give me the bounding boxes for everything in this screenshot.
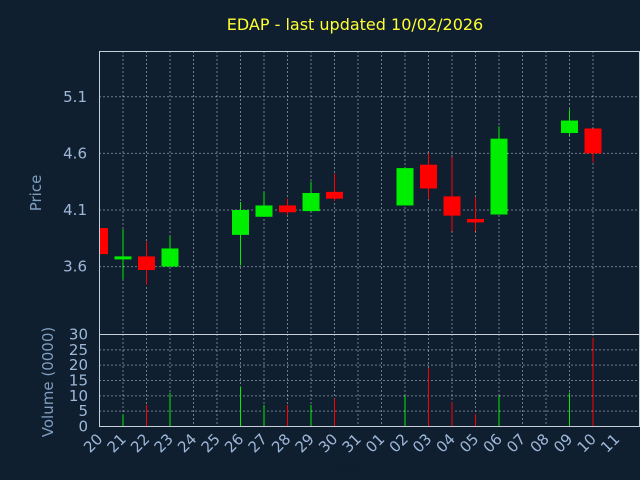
- x-tick-label: 30: [315, 430, 341, 456]
- x-axis-label: Day: [334, 460, 362, 476]
- candle-20: [99, 228, 108, 256]
- x-tick-label: 21: [104, 430, 130, 456]
- x-tick-label: 05: [456, 430, 482, 456]
- volume-tick-label: 25: [69, 341, 88, 359]
- candle-28: [279, 198, 296, 215]
- x-tick-label: 29: [292, 430, 318, 456]
- candle-29: [302, 181, 320, 212]
- price-y-ticks: 3.6 4.1 4.6 5.1: [63, 88, 87, 276]
- candle-10: [584, 128, 602, 163]
- price-grid: [99, 51, 640, 335]
- candle-body: [420, 164, 437, 189]
- volume-bars: [122, 337, 594, 427]
- candle-22: [138, 241, 155, 285]
- candle-04: [443, 156, 461, 232]
- x-tick-label: 09: [550, 430, 576, 456]
- candle-body: [99, 228, 108, 255]
- x-tick-label: 27: [245, 430, 271, 456]
- candle-body: [114, 256, 132, 260]
- candle-03: [420, 153, 437, 199]
- candle-body: [443, 196, 461, 216]
- price-tick-label: 4.1: [63, 201, 87, 219]
- candle-body: [302, 193, 320, 212]
- x-tick-label: 23: [151, 430, 177, 456]
- x-tick-label: 24: [174, 430, 200, 456]
- candle-body: [279, 205, 296, 213]
- candle-21: [114, 229, 132, 280]
- candle-06: [490, 126, 508, 215]
- price-panel: 3.6 4.1 4.6 5.1 Price: [27, 51, 640, 335]
- x-tick-label: 11: [597, 430, 623, 456]
- volume-tick-label: 15: [69, 372, 88, 390]
- x-tick-label: 26: [221, 430, 247, 456]
- candle-09: [561, 109, 578, 136]
- candle-body: [561, 120, 578, 134]
- x-tick-label: 22: [127, 430, 153, 456]
- y-axis-label: Price: [27, 175, 45, 212]
- candle-body: [467, 219, 484, 223]
- volume-tick-label: 10: [69, 387, 88, 405]
- candle-body: [396, 168, 414, 206]
- x-tick-label: 07: [503, 430, 529, 456]
- candle-02: [396, 166, 414, 206]
- candle-body: [161, 248, 179, 267]
- volume-tick-label: 20: [69, 356, 88, 374]
- candle-23: [161, 236, 179, 267]
- candle-05: [467, 197, 484, 232]
- candle-body: [584, 128, 602, 154]
- x-tick-label: 10: [574, 430, 600, 456]
- volume-grid: [99, 334, 640, 427]
- candles: [99, 109, 602, 285]
- price-plot-frame: [99, 51, 640, 335]
- x-tick-label: 08: [527, 430, 553, 456]
- volume-tick-label: 5: [78, 402, 88, 420]
- candle-body: [138, 256, 155, 270]
- candle-body: [255, 205, 273, 217]
- candle-27: [255, 191, 273, 217]
- x-tick-labels: 2021222324252627282930310102030405060708…: [80, 430, 623, 456]
- x-tick-label: 31: [339, 430, 365, 456]
- candle-body: [232, 209, 249, 235]
- chart-title: EDAP - last updated 10/02/2026: [227, 15, 483, 34]
- x-tick-label: 04: [433, 430, 459, 456]
- volume-tick-label: 30: [69, 326, 88, 344]
- candle-26: [232, 202, 249, 266]
- volume-tick-label: 0: [78, 418, 88, 436]
- price-tick-label: 3.6: [63, 258, 87, 276]
- x-tick-label: 02: [386, 430, 412, 456]
- candle-body: [326, 191, 343, 199]
- candle-body: [490, 138, 508, 215]
- price-tick-label: 4.6: [63, 144, 87, 162]
- x-tick-label: 06: [480, 430, 506, 456]
- candle-30: [326, 173, 343, 201]
- price-tick-label: 5.1: [63, 88, 87, 106]
- x-tick-label: 03: [409, 430, 435, 456]
- x-tick-label: 28: [268, 430, 294, 456]
- volume-axis-label: Volume (0000): [39, 327, 57, 437]
- x-tick-label: 01: [362, 430, 388, 456]
- x-tick-label: 25: [198, 430, 224, 456]
